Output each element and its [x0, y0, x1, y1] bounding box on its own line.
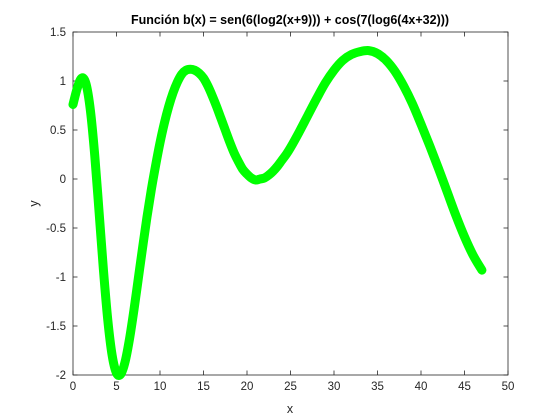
y-tick-label: -2: [56, 370, 66, 382]
x-tick-label: 50: [502, 381, 515, 393]
y-tick-label: 0: [60, 174, 66, 186]
y-tick-label: 1: [60, 76, 66, 88]
y-tick-label: 1.5: [50, 27, 66, 39]
x-axis-label: x: [287, 402, 294, 416]
y-tick-label: -0.5: [46, 223, 66, 235]
y-tick-label: -1: [56, 272, 66, 284]
plot-area: [72, 31, 509, 376]
x-tick-label: 15: [197, 381, 210, 393]
x-tick-label: 30: [328, 381, 341, 393]
x-tick-label: 35: [371, 381, 384, 393]
x-tick-label: 0: [70, 381, 76, 393]
x-tick-label: 5: [113, 381, 119, 393]
x-tick-label: 20: [241, 381, 254, 393]
y-axis-label: y: [27, 200, 41, 207]
axis-ticks: 0 5 10 15 20 25 30 35 40 45 50 -2 -1.5 -1 -0.5 0 0.5 1 1.5: [46, 27, 514, 393]
x-tick-label: 45: [458, 381, 471, 393]
series-line: [68, 46, 487, 380]
chart-title: Función b(x) = sen(6(log2(x+9))) + cos(7…: [131, 13, 449, 27]
x-tick-label: 40: [415, 381, 428, 393]
y-tick-label: 0.5: [50, 125, 66, 137]
x-tick-label: 25: [284, 381, 297, 393]
x-tick-label: 10: [154, 381, 167, 393]
series-group: [68, 46, 487, 380]
y-tick-label: -1.5: [46, 321, 66, 333]
